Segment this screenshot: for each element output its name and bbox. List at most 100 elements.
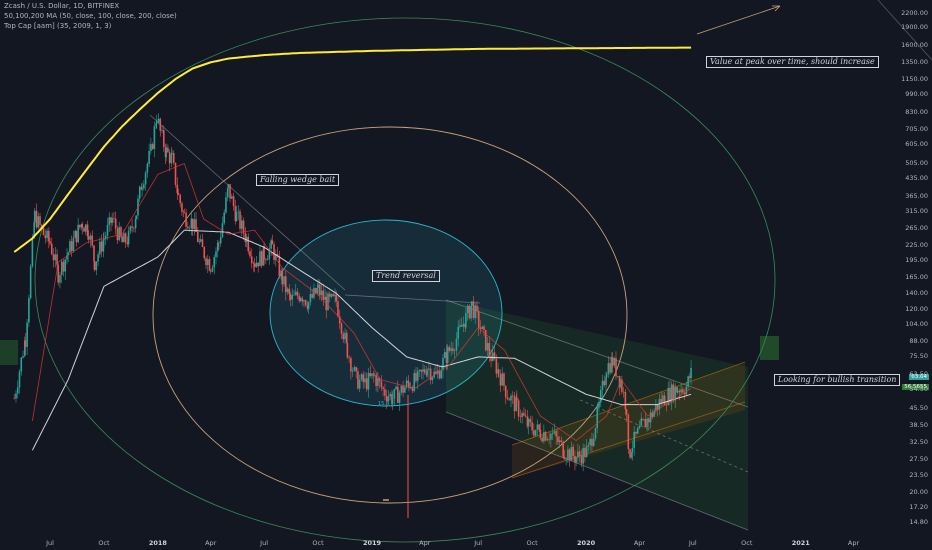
candle-body (240, 220, 243, 229)
candle-body (216, 242, 219, 252)
candle-body (185, 212, 187, 227)
candle (625, 408, 628, 423)
candle (436, 363, 439, 379)
candle (534, 429, 537, 438)
candle-body (477, 311, 480, 328)
candle-body (141, 188, 143, 190)
candle-body (638, 425, 641, 429)
trend-reversal-note[interactable]: Trend reversal (372, 270, 440, 282)
candle (422, 363, 424, 380)
candle-body (252, 263, 255, 264)
candle-body (443, 352, 446, 359)
candle-body (577, 451, 579, 458)
candle-body (237, 211, 240, 213)
candle-body (488, 343, 491, 356)
candle-body (322, 290, 325, 300)
candle-body (270, 240, 272, 249)
falling-wedge-note[interactable]: Falling wedge bait (256, 174, 340, 186)
candle (466, 303, 469, 321)
candle (646, 417, 648, 432)
candle-body (211, 267, 214, 272)
candle (479, 320, 482, 334)
channel-lower-line (445, 411, 749, 531)
candle (44, 229, 47, 244)
candle (423, 365, 426, 375)
candle (144, 170, 147, 191)
candle-body (340, 323, 343, 334)
candle-body (557, 436, 559, 443)
candle-body (60, 261, 63, 276)
candle (223, 209, 225, 226)
candle (108, 212, 111, 232)
candle-body (625, 409, 628, 415)
candle (372, 370, 375, 383)
candle (148, 143, 150, 168)
inner-cycle-ellipse (269, 219, 503, 407)
candle (603, 375, 606, 388)
candle-body (126, 242, 129, 245)
candle (613, 356, 616, 368)
value-at-peak-note[interactable]: Value at peak over time, should increase (706, 56, 879, 68)
candle (35, 203, 38, 230)
candle-body (234, 206, 237, 222)
candle-body (172, 153, 175, 163)
candle (155, 114, 158, 129)
candle-body (89, 235, 92, 240)
candle (609, 356, 611, 376)
candle (37, 212, 40, 230)
candle (206, 254, 209, 274)
candle (237, 205, 240, 220)
candle-body (550, 433, 552, 440)
candle-body (648, 418, 650, 423)
candle-body (402, 385, 404, 393)
candle (72, 230, 75, 253)
candle-body (515, 397, 518, 412)
candle-body (123, 233, 125, 243)
candle (93, 261, 96, 272)
candle-body (418, 369, 421, 372)
candle (497, 368, 500, 378)
candle-body (479, 327, 482, 329)
bullish-transition-note[interactable]: Looking for bullish transition (774, 374, 901, 386)
candle-body (337, 301, 339, 317)
candle-body (536, 424, 539, 430)
candle-body (541, 437, 543, 442)
candle-body (93, 261, 96, 271)
candle (157, 113, 160, 125)
candle-body (501, 373, 504, 386)
candle (56, 249, 58, 270)
candle-body (646, 418, 648, 428)
candle (345, 329, 348, 346)
candle (183, 208, 186, 214)
candle-body (144, 172, 147, 185)
candle-body (317, 284, 319, 289)
candle-body (223, 212, 225, 224)
candle (211, 264, 214, 273)
candle (416, 367, 419, 390)
candle-body (294, 291, 297, 295)
candle-body (662, 395, 664, 404)
candle (519, 409, 522, 424)
candle (250, 248, 253, 269)
candle (365, 372, 368, 392)
candle (429, 365, 432, 385)
candle-body (110, 217, 112, 223)
top-cap-indicator-label[interactable]: Top Cap [aam] (35, 2009, 1, 3) (4, 22, 112, 30)
candle-body (582, 447, 584, 464)
candle-body (114, 218, 117, 229)
candle (385, 389, 388, 409)
candle (271, 234, 274, 245)
candle-body (672, 384, 675, 401)
candle (596, 402, 599, 434)
candle (84, 223, 87, 235)
candle-body (572, 446, 574, 456)
candle (560, 436, 563, 446)
ma-indicator-label[interactable]: 50,100,200 MA (50, close, 100, close, 20… (4, 12, 177, 20)
candle-body (596, 407, 599, 429)
candle (281, 268, 284, 293)
candle-body (15, 393, 17, 399)
candle (291, 288, 294, 307)
candle-body (587, 444, 590, 447)
candle (334, 288, 336, 303)
